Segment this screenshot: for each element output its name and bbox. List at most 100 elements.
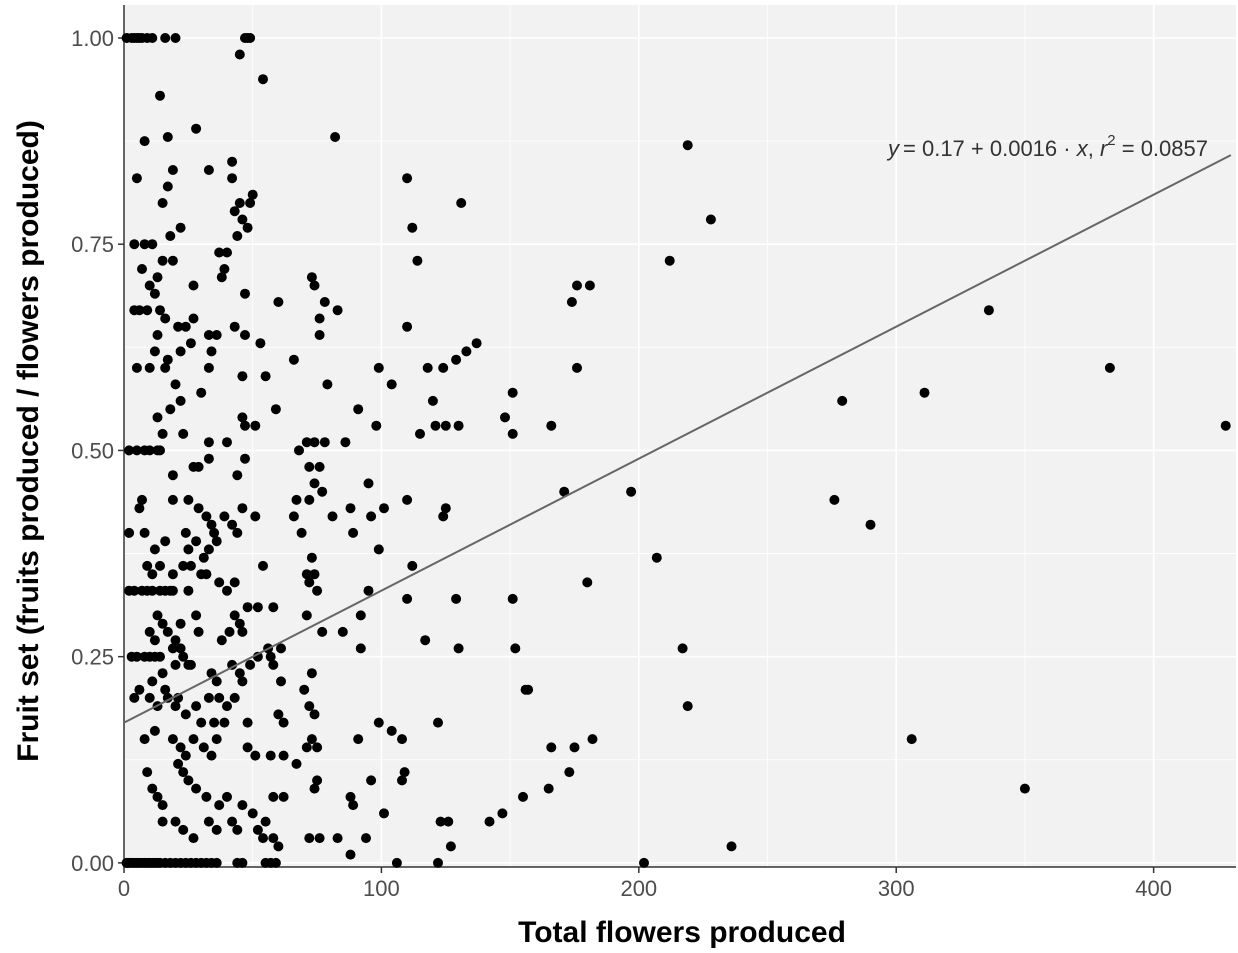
data-point [198,552,209,563]
data-point [309,569,320,580]
data-point [301,437,312,448]
data-point [144,362,155,373]
data-point [373,544,384,555]
data-point [167,734,178,745]
data-point [203,453,214,464]
data-point [149,544,160,555]
data-point [569,742,580,753]
regression-equation: y = 0.17 + 0.0016 · x, r2 = 0.0857 [886,132,1208,161]
y-axis-title: Fruit set (fruits produced / flowers pro… [12,120,45,762]
data-point [273,297,284,307]
data-point [829,494,840,505]
data-point [291,494,302,505]
data-point [147,33,158,43]
regression-line [123,154,1232,724]
data-point [139,527,150,538]
x-tick-label: 200 [620,876,657,901]
data-point [188,833,199,844]
data-point [157,816,168,827]
data-point [240,330,250,340]
data-point [440,503,451,514]
data-point [203,692,214,703]
data-point [175,618,186,629]
data-point [471,338,482,349]
data-point [584,280,595,291]
data-point [232,231,243,241]
data-point [178,560,189,571]
data-point [572,362,582,373]
data-point [301,742,312,753]
data-point [348,800,359,811]
data-point [314,833,325,844]
data-point [304,577,315,588]
data-point [309,709,320,720]
data-point [219,264,230,274]
data-point [149,288,160,299]
data-point [276,643,286,654]
data-point [726,841,737,852]
data-point [175,742,186,753]
data-point [237,626,248,637]
data-point [639,857,649,868]
data-point [175,222,186,233]
data-point [402,173,413,184]
data-point [144,280,155,291]
data-point [185,338,196,349]
data-point [160,536,171,547]
data-point [420,635,431,646]
data-point [162,626,173,637]
data-point [203,437,214,448]
data-point [379,503,389,514]
data-point [214,247,225,258]
data-point [587,734,598,745]
data-point [294,445,304,456]
data-point [139,239,150,250]
data-point [234,198,245,208]
data-point [237,676,248,687]
data-point [566,297,577,307]
x-axis-title: Total flowers produced [518,916,846,949]
data-point [278,791,289,802]
data-point [206,346,217,357]
data-point [407,222,418,233]
data-point [234,668,245,679]
data-point [142,305,153,316]
data-point [371,420,382,431]
data-point [451,593,462,604]
data-point [160,362,171,373]
data-point [203,544,214,555]
data-point [438,362,449,373]
data-point [131,173,142,184]
data-point [260,371,271,382]
data-point [188,734,199,745]
data-point [157,800,168,811]
data-point [170,635,181,646]
x-tick-label: 0 [118,876,130,901]
data-point [144,445,155,456]
data-point [582,577,593,588]
data-point [682,701,693,712]
data-point [157,618,168,629]
data-point [348,527,359,538]
data-point [222,437,232,448]
data-point [198,742,209,753]
data-point [309,783,320,794]
data-point [185,659,196,670]
data-point [440,420,451,431]
data-point [160,33,171,43]
data-point [919,387,930,398]
data-point [152,791,163,802]
data-point [443,816,454,827]
data-point [332,305,343,316]
data-point [296,527,307,538]
data-point [453,420,464,431]
data-point [373,717,384,728]
data-point [682,140,693,151]
data-point [170,659,181,670]
data-point [139,136,150,147]
y-tick-label: 0.75 [71,232,114,257]
data-point [484,816,495,827]
data-point [222,701,232,712]
data-point [134,305,145,316]
